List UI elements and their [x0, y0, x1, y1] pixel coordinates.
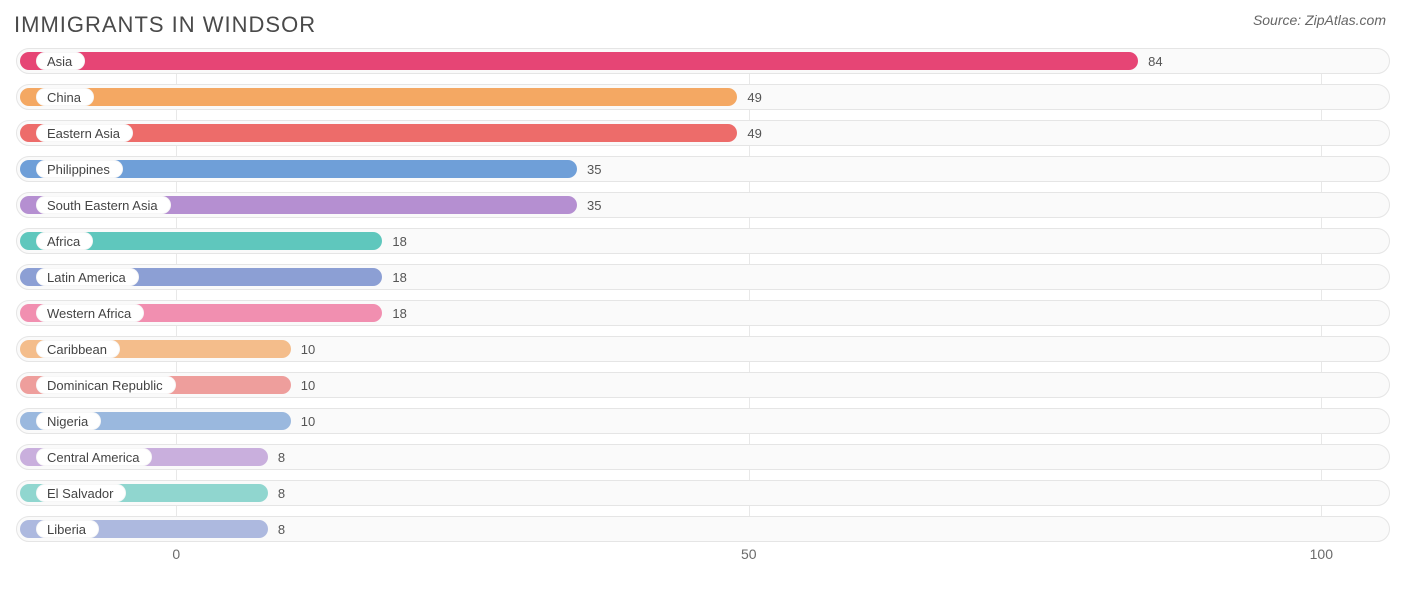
bar-row: Caribbean 10	[16, 336, 1390, 362]
chart-area: Asia 84 China 49 Eastern Asia 49 Philippines 35…	[0, 46, 1406, 568]
bar-fill	[20, 88, 737, 106]
header: IMMIGRANTS IN WINDSOR Source: ZipAtlas.c…	[0, 0, 1406, 46]
value-label: 49	[737, 120, 761, 146]
bar-row: Philippines 35	[16, 156, 1390, 182]
bar-row: China 49	[16, 84, 1390, 110]
value-label: 49	[737, 84, 761, 110]
x-axis-tick: 50	[741, 546, 757, 562]
bar-row: Eastern Asia 49	[16, 120, 1390, 146]
category-label: Western Africa	[36, 304, 144, 322]
category-label: Liberia	[36, 520, 99, 538]
category-label: Latin America	[36, 268, 139, 286]
bar-row: Nigeria 10	[16, 408, 1390, 434]
bar-row: Dominican Republic 10	[16, 372, 1390, 398]
bar-row: Liberia 8	[16, 516, 1390, 542]
value-label: 10	[291, 408, 315, 434]
bar-row: Western Africa 18	[16, 300, 1390, 326]
value-label: 35	[577, 156, 601, 182]
category-label: China	[36, 88, 94, 106]
category-label: Central America	[36, 448, 152, 466]
value-label: 8	[268, 516, 285, 542]
value-label: 35	[577, 192, 601, 218]
value-label: 18	[382, 300, 406, 326]
source-label: Source: ZipAtlas.com	[1253, 12, 1386, 28]
bar-row: Africa 18	[16, 228, 1390, 254]
chart-title: IMMIGRANTS IN WINDSOR	[14, 12, 316, 38]
bar-fill	[20, 52, 1138, 70]
category-label: Africa	[36, 232, 93, 250]
value-label: 10	[291, 372, 315, 398]
category-label: Philippines	[36, 160, 123, 178]
value-label: 10	[291, 336, 315, 362]
value-label: 8	[268, 480, 285, 506]
category-label: Dominican Republic	[36, 376, 176, 394]
bar-row: Central America 8	[16, 444, 1390, 470]
x-axis: 0 50 100	[16, 544, 1390, 568]
bar-row: Latin America 18	[16, 264, 1390, 290]
category-label: El Salvador	[36, 484, 126, 502]
value-label: 84	[1138, 48, 1162, 74]
category-label: Eastern Asia	[36, 124, 133, 142]
value-label: 18	[382, 264, 406, 290]
x-axis-tick: 0	[172, 546, 180, 562]
x-axis-tick: 100	[1310, 546, 1333, 562]
category-label: Asia	[36, 52, 85, 70]
bar-row: Asia 84	[16, 48, 1390, 74]
category-label: Caribbean	[36, 340, 120, 358]
value-label: 8	[268, 444, 285, 470]
value-label: 18	[382, 228, 406, 254]
bar-row: El Salvador 8	[16, 480, 1390, 506]
category-label: South Eastern Asia	[36, 196, 171, 214]
category-label: Nigeria	[36, 412, 101, 430]
bar-row: South Eastern Asia 35	[16, 192, 1390, 218]
bars-container: Asia 84 China 49 Eastern Asia 49 Philippines 35…	[16, 48, 1390, 542]
